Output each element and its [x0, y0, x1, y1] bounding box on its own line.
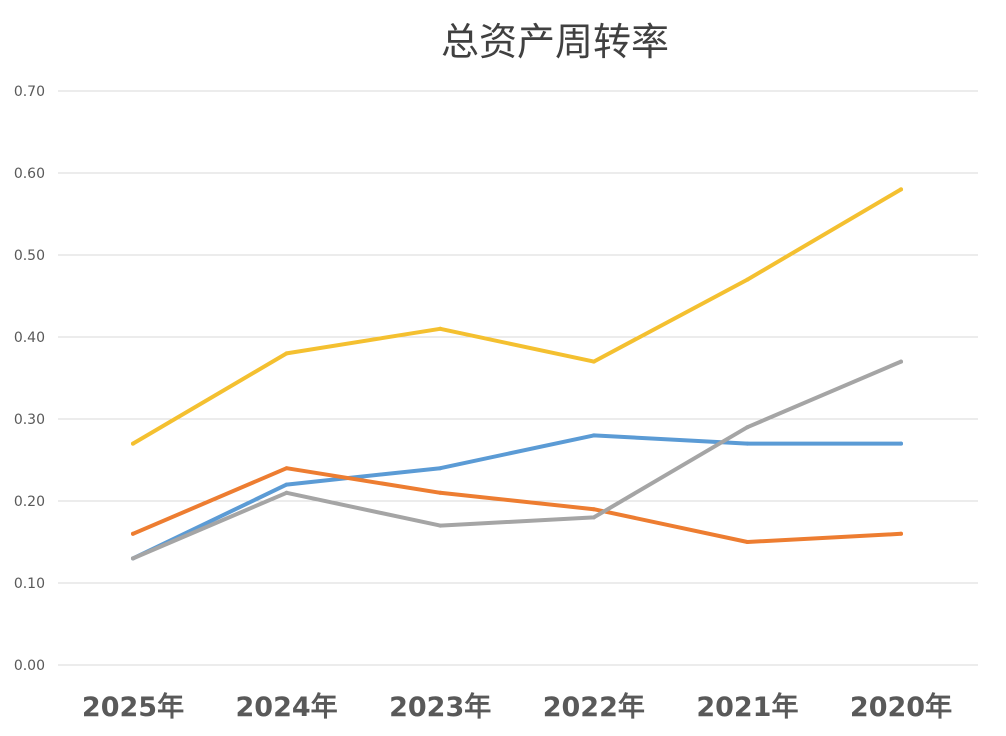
series-1-point: [284, 482, 289, 487]
series-1-point: [438, 466, 443, 471]
y-tick-label: 0.50: [14, 248, 45, 264]
series-line-1: [131, 433, 903, 561]
y-tick-label: 0.60: [14, 166, 45, 182]
series-4-point: [438, 326, 443, 331]
y-tick-label: 0.20: [14, 494, 45, 510]
y-tick-label: 0.40: [14, 330, 45, 346]
x-tick-label: 2025年: [82, 691, 184, 723]
series-line-3: [131, 359, 903, 561]
series-1-point: [745, 441, 750, 446]
x-tick-label: 2024年: [236, 691, 338, 723]
x-tick-label: 2021年: [696, 691, 798, 723]
y-tick-label: 0.10: [14, 576, 45, 592]
series-2-point: [284, 466, 289, 471]
x-tick-label: 2023年: [389, 691, 491, 723]
x-axis-ticks: 2025年 2024年 2023年 2022年 2021年 2020年: [82, 691, 952, 723]
series-4-point: [745, 277, 750, 282]
series: [131, 187, 903, 561]
series-1-point: [899, 441, 903, 446]
series-3-point: [591, 515, 596, 520]
series-4-point: [591, 359, 596, 364]
series-3-point: [284, 490, 289, 495]
series-2-point: [745, 540, 750, 544]
grid: [58, 90, 978, 666]
series-3-point: [899, 359, 903, 364]
y-tick-label: 0.00: [14, 658, 45, 674]
series-line-2: [131, 466, 903, 544]
series-3-point: [745, 425, 750, 430]
series-2-point: [131, 531, 135, 536]
y-axis-ticks: 0.00 0.10 0.20 0.30 0.40 0.50 0.60 0.70: [14, 84, 45, 674]
series-4-point: [131, 441, 135, 446]
series-2-point: [591, 507, 596, 512]
series-4-point: [899, 187, 903, 192]
series-1-point: [591, 433, 596, 438]
x-tick-label: 2020年: [850, 691, 952, 723]
series-line-4: [131, 187, 903, 446]
series-2-point: [899, 531, 903, 536]
x-tick-label: 2022年: [543, 691, 645, 723]
y-tick-label: 0.70: [14, 84, 45, 100]
chart-title: 总资产周转率: [441, 20, 669, 64]
series-2-point: [438, 490, 443, 495]
y-tick-label: 0.30: [14, 412, 45, 428]
series-4-point: [284, 351, 289, 356]
series-3-point: [131, 556, 135, 561]
series-3-point: [438, 523, 443, 528]
